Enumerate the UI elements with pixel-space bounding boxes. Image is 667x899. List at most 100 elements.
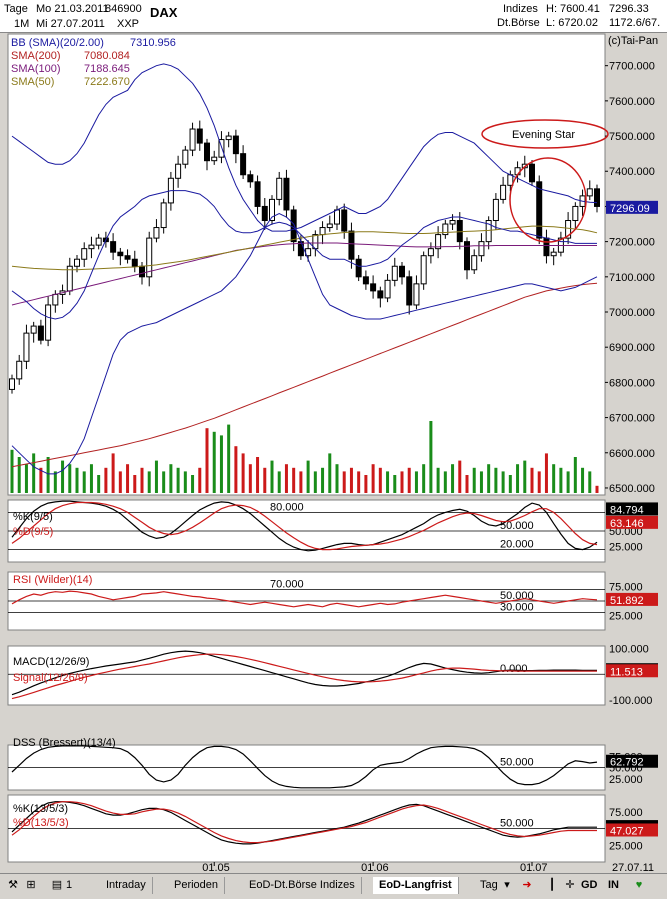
candle: [211, 156, 218, 162]
volume-bar: [299, 471, 303, 493]
level-label: 0.000: [500, 663, 528, 675]
price-tick-label: 6700.000: [609, 413, 655, 425]
candle: [435, 234, 442, 250]
period-select[interactable]: Tag: [480, 879, 498, 891]
candle: [189, 128, 196, 151]
indicator-legend: Signal(12/26/9): [13, 672, 88, 684]
volume-bar: [75, 467, 79, 493]
tab-eod-langfrist[interactable]: EoD-Langfrist: [373, 877, 459, 894]
price-tick-label: 6900.000: [609, 342, 655, 354]
tab-perioden[interactable]: Perioden: [168, 877, 226, 894]
chart-header: Tage Mo 21.03.2011 846900 DAX 1M Mi 27.0…: [0, 0, 667, 33]
volume-bar: [581, 467, 585, 493]
page-number[interactable]: 1: [66, 879, 73, 891]
volume-bar: [321, 467, 325, 493]
volume-bar: [227, 424, 231, 493]
indicator-legend: RSI (Wilder)(14): [13, 574, 92, 586]
candle: [413, 283, 420, 306]
volume-bar: [68, 464, 72, 493]
chevron-down-icon[interactable]: ▾: [504, 879, 510, 891]
in-button[interactable]: IN: [608, 879, 619, 891]
volume-bar: [407, 467, 411, 493]
cursor-icon[interactable]: ✛: [565, 879, 575, 891]
candle: [95, 237, 102, 246]
volume-bar: [422, 464, 426, 493]
x-tick-label: 01.05: [202, 862, 230, 873]
tab-intraday[interactable]: Intraday: [100, 877, 153, 894]
tool-icon[interactable]: ⚒: [8, 879, 18, 891]
volume-bar: [371, 464, 375, 493]
candle: [543, 237, 550, 257]
candle: [391, 265, 398, 281]
period-2[interactable]: 1M: [14, 18, 30, 30]
candle: [492, 198, 499, 222]
overlay-bb-lower: [11, 212, 598, 475]
heart-icon[interactable]: ♥: [635, 879, 643, 891]
price-tick-label: 7600.000: [609, 96, 655, 108]
series-line: [11, 745, 598, 789]
indicator-legend: %D(9/5): [13, 526, 53, 538]
volume-bar: [378, 467, 382, 493]
candle-icon[interactable]: ┃: [548, 879, 556, 891]
volume-bar: [248, 464, 252, 493]
candle: [572, 205, 579, 222]
volume-bar: [472, 467, 476, 493]
level-label: 20.000: [500, 539, 534, 551]
indicator-legend: %K(9/5): [13, 511, 53, 523]
tab-eod-dt-boerse[interactable]: EoD-Dt.Börse Indizes: [243, 877, 362, 894]
price-panel: [7, 33, 606, 496]
series-line: [11, 801, 597, 844]
candle: [399, 265, 405, 278]
volume-bar: [436, 467, 440, 493]
volume-bar: [198, 467, 202, 493]
price-tick-label: 6500.000: [609, 483, 655, 495]
indicator-tick-label: 75.000: [609, 582, 643, 594]
indicator-legend: %D(13/5/3): [13, 817, 69, 829]
level-label: 80.000: [270, 501, 304, 513]
gd-button[interactable]: GD: [581, 879, 598, 891]
exchange-code: XXP: [117, 18, 140, 30]
candle: [88, 244, 95, 250]
level-label: 50.000: [500, 757, 534, 769]
candle: [175, 163, 182, 179]
indicator-tick-label: 25.000: [609, 840, 643, 852]
indicator-value-tag: 47.027: [610, 825, 644, 837]
volume-bar: [595, 485, 599, 493]
series-line: [11, 590, 598, 608]
overlay-sma-50-: [11, 225, 598, 271]
volume-bar: [61, 460, 65, 493]
bottom-toolbar: ⚒ ⊞ ▤ 1 Intraday Perioden EoD-Dt.Börse I…: [0, 873, 667, 898]
candle: [240, 153, 247, 176]
volume-bar: [241, 453, 245, 493]
volume-bar: [501, 471, 505, 493]
volume-bar: [566, 471, 570, 493]
candle: [420, 255, 427, 285]
series-line: [11, 500, 598, 552]
sheet-icon[interactable]: ▤: [51, 879, 63, 891]
legend-label: SMA(50): [11, 76, 54, 88]
candle: [204, 142, 210, 162]
volume-bar: [154, 460, 158, 493]
overlay-bb-middle: [11, 190, 597, 320]
candle: [334, 209, 340, 225]
candle: [550, 251, 557, 257]
candle: [471, 255, 478, 271]
volume-bar: [349, 467, 353, 493]
volume-bar: [234, 446, 238, 493]
volume-bar: [176, 467, 180, 493]
period-label[interactable]: Tage: [4, 3, 28, 15]
indicator-tick-label: 50.000: [609, 526, 643, 538]
candle: [319, 227, 326, 236]
candle: [586, 188, 593, 197]
volume-bar: [270, 460, 274, 493]
volume-bar: [458, 460, 462, 493]
crosshair-icon[interactable]: ⊞: [26, 879, 36, 891]
candle: [326, 223, 333, 229]
arrow-right-icon[interactable]: ➜: [522, 879, 532, 891]
candle: [117, 251, 124, 257]
chart-canvas[interactable]: (c)Tai-Pan 7700.000 7600.000 7500.000 7400.0…: [0, 0, 667, 873]
volume-bar: [24, 464, 28, 493]
volume-bar: [573, 457, 577, 493]
volume-bar: [451, 464, 455, 493]
volume-bar: [169, 464, 173, 493]
